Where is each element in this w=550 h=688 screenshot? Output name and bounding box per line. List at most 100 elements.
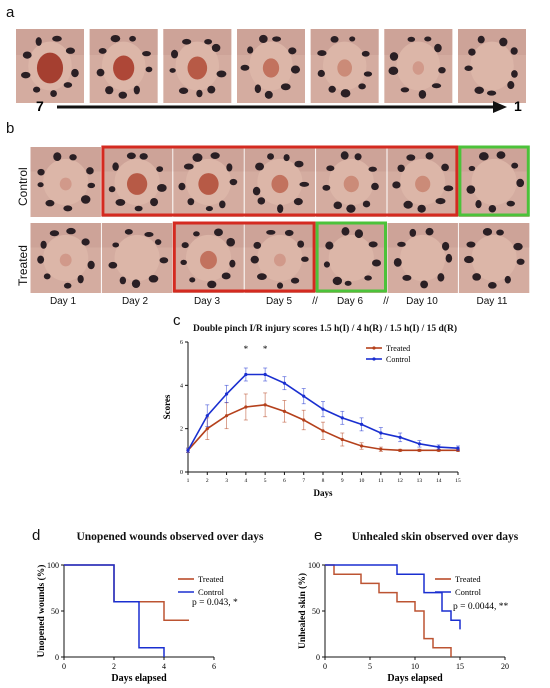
legend-label: Treated bbox=[198, 574, 224, 584]
wound bbox=[337, 59, 353, 77]
tattoo-dot bbox=[63, 282, 72, 289]
tattoo-dot bbox=[507, 81, 515, 90]
tattoo-dot bbox=[409, 228, 417, 237]
panel-label-d: d bbox=[32, 527, 41, 544]
tattoo-dot bbox=[207, 85, 216, 94]
tattoo-dot bbox=[183, 163, 194, 170]
tattoo-dot bbox=[229, 178, 238, 186]
tattoo-dot bbox=[437, 273, 445, 282]
skin-photo bbox=[387, 223, 458, 293]
tattoo-dot bbox=[49, 230, 60, 237]
data-point bbox=[263, 372, 267, 377]
tattoo-dot bbox=[478, 152, 489, 161]
x-tick-label: 6 bbox=[283, 478, 286, 484]
tattoo-dot bbox=[182, 38, 192, 45]
x-tick-label: 11 bbox=[378, 478, 384, 484]
legend-label: Control bbox=[455, 587, 482, 597]
tattoo-dot bbox=[325, 241, 334, 250]
panel-b-photo-grid bbox=[30, 144, 530, 296]
tattoo-dot bbox=[119, 276, 127, 285]
tattoo-dot bbox=[354, 229, 364, 239]
tattoo-dot bbox=[389, 52, 399, 61]
skin-photo bbox=[458, 147, 530, 217]
tattoo-dot bbox=[420, 280, 429, 289]
chart-c-title: Double pinch I/R injury scores 1.5 h(I) … bbox=[193, 324, 457, 334]
wound bbox=[187, 56, 208, 80]
tattoo-dot bbox=[156, 166, 164, 172]
tattoo-dot bbox=[65, 47, 76, 54]
skin-photo bbox=[30, 223, 101, 293]
tattoo-dot bbox=[264, 90, 273, 99]
tattoo-dot bbox=[171, 49, 179, 59]
data-point bbox=[379, 447, 383, 451]
tattoo-dot bbox=[431, 83, 442, 89]
tattoo-dot bbox=[226, 163, 233, 172]
tattoo-dot bbox=[294, 160, 304, 168]
tattoo-dot bbox=[63, 205, 73, 212]
data-point bbox=[359, 444, 364, 448]
tattoo-dot bbox=[189, 277, 196, 283]
x-tick-label: 12 bbox=[397, 478, 403, 484]
data-point bbox=[340, 416, 344, 420]
tattoo-dot bbox=[71, 68, 79, 78]
tattoo-dot bbox=[272, 36, 282, 42]
tattoo-dot bbox=[443, 185, 454, 192]
wound bbox=[343, 175, 359, 193]
tattoo-dot bbox=[280, 83, 291, 91]
data-point bbox=[417, 442, 422, 446]
tattoo-dot bbox=[488, 281, 497, 289]
healed-frame bbox=[315, 221, 388, 293]
x-tick-label: 15 bbox=[456, 662, 464, 671]
tattoo-dot bbox=[407, 36, 416, 42]
wound bbox=[126, 173, 148, 195]
tattoo-dot bbox=[358, 83, 366, 90]
severity-arrow bbox=[57, 101, 507, 113]
break-mark: // bbox=[383, 296, 389, 307]
tattoo-dot bbox=[293, 198, 303, 206]
data-point bbox=[302, 394, 306, 398]
tattoo-dot bbox=[400, 87, 410, 93]
tattoo-dot bbox=[112, 162, 119, 171]
tattoo-dot bbox=[511, 70, 518, 78]
tattoo-dot bbox=[362, 200, 371, 208]
tattoo-dot bbox=[510, 47, 518, 55]
x-axis-label: Days bbox=[313, 488, 332, 498]
tattoo-dot bbox=[69, 154, 77, 161]
x-tick-label: 20 bbox=[501, 662, 509, 671]
y-tick-label: 0 bbox=[55, 653, 59, 662]
data-point bbox=[398, 435, 402, 439]
tattoo-dot bbox=[424, 36, 432, 42]
tattoo-dot bbox=[115, 199, 126, 206]
wound bbox=[262, 58, 280, 78]
skin-photo bbox=[101, 147, 173, 217]
tattoo-dot bbox=[402, 274, 412, 281]
wound bbox=[412, 61, 425, 75]
chart-e-kaplan-meier: 0 50 100 0 5 10 15 20 Days elapsed Unhealed skin … bbox=[297, 561, 509, 684]
tattoo-dot bbox=[133, 85, 140, 95]
tattoo-dot bbox=[108, 261, 118, 269]
tattoo-dot bbox=[196, 89, 203, 98]
km-curve-control bbox=[64, 564, 165, 657]
tattoo-dot bbox=[257, 273, 267, 281]
data-point bbox=[282, 381, 287, 385]
day-label: Day 6 bbox=[336, 296, 364, 307]
tattoo-dot bbox=[207, 280, 217, 289]
tattoo-dot bbox=[368, 241, 378, 248]
skin-photo bbox=[173, 223, 244, 293]
data-point bbox=[456, 446, 460, 450]
tattoo-dot bbox=[317, 69, 325, 78]
tattoo-dot bbox=[80, 195, 91, 204]
tattoo-dot bbox=[284, 229, 294, 237]
x-tick-label: 3 bbox=[225, 478, 228, 484]
x-tick-label: 9 bbox=[341, 478, 344, 484]
y-tick-label: 6 bbox=[180, 340, 183, 346]
tattoo-dot bbox=[496, 229, 504, 236]
tattoo-dot bbox=[349, 36, 356, 42]
x-axis-label: Days elapsed bbox=[387, 673, 443, 684]
x-tick-label: 0 bbox=[62, 662, 66, 671]
skin-photo bbox=[384, 29, 453, 103]
tattoo-dot bbox=[499, 37, 508, 47]
tattoo-dot bbox=[277, 204, 284, 214]
tattoo-dot bbox=[50, 90, 57, 97]
tattoo-dot bbox=[333, 201, 343, 210]
